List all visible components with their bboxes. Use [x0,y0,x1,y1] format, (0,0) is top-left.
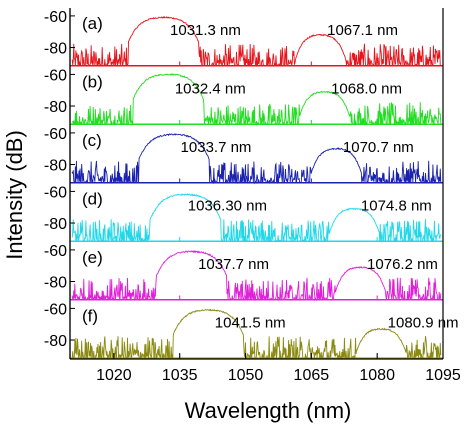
x-axis: 1020 1035 1050 1065 1080 1095 [69,8,461,384]
peak-label: 1074.8 nm [361,198,432,215]
y-tick-label: -60 [44,243,67,260]
y-tick-label: -80 [44,41,67,58]
y-tick-label: -80 [44,275,67,292]
x-tick-label: 1035 [162,367,198,384]
y-axis-label: Intensity (dB) [2,130,27,260]
panel-f: -60 -80 (f) 1041.5 nm 1080.9 nm [44,300,459,360]
spectrum-trace [71,193,442,243]
peak-label: 1032.4 nm [175,81,246,98]
panel-e: -60 -80 (e) 1037.7 nm 1076.2 nm [44,242,444,302]
peak-label: 1041.5 nm [215,315,286,332]
panel-b: -60 -80 (b) 1032.4 nm 1068.0 nm [44,66,444,126]
peak-label: 1031.3 nm [170,22,241,39]
panel-label: (c) [82,131,102,150]
spectrum-trace [71,308,442,360]
peak-label: 1067.1 nm [327,22,398,39]
x-axis-label: Wavelength (nm) [185,398,352,423]
spectrum-trace [71,249,442,302]
panel-c: -60 -80 (c) 1033.7 nm 1070.7 nm [44,125,444,185]
spectrum-trace [71,16,441,68]
panel-label: (d) [82,190,103,209]
peak-label: 1068.0 nm [331,81,402,98]
y-tick-label: -60 [44,9,67,26]
x-tick-label: 1080 [359,367,395,384]
panel-a: -60 -80 (a) 1031.3 nm 1067.1 nm [44,8,444,68]
panel-d: -60 -80 (d) 1036.30 nm 1074.8 nm [44,183,444,243]
y-tick-label: -60 [44,184,67,201]
x-tick-label: 1020 [96,367,132,384]
x-tick-label: 1065 [294,367,330,384]
y-tick-label: -80 [44,216,67,233]
spectrum-trace [71,133,442,185]
panel-label: (b) [82,73,103,92]
y-tick-label: -60 [44,67,67,84]
panels: -60 -80 (a) 1031.3 nm 1067.1 nm -60 -80 (b) 1032… [44,8,459,360]
y-tick-label: -80 [44,99,67,116]
peak-label: 1037.7 nm [198,256,269,273]
spectrum-trace [71,73,442,126]
peak-label: 1076.2 nm [367,256,438,273]
peak-label: 1036.30 nm [188,198,267,215]
panel-label: (a) [82,14,103,33]
y-tick-label: -60 [44,301,67,318]
x-tick-label: 1050 [228,367,264,384]
peak-label: 1070.7 nm [343,139,414,156]
peak-label: 1080.9 nm [388,315,459,332]
peak-label: 1033.7 nm [181,139,252,156]
panel-label: (f) [82,307,98,326]
x-tick-label: 1095 [425,367,461,384]
y-tick-label: -60 [44,126,67,143]
y-tick-label: -80 [44,158,67,175]
panel-label: (e) [82,248,103,267]
y-tick-label: -80 [44,333,67,350]
